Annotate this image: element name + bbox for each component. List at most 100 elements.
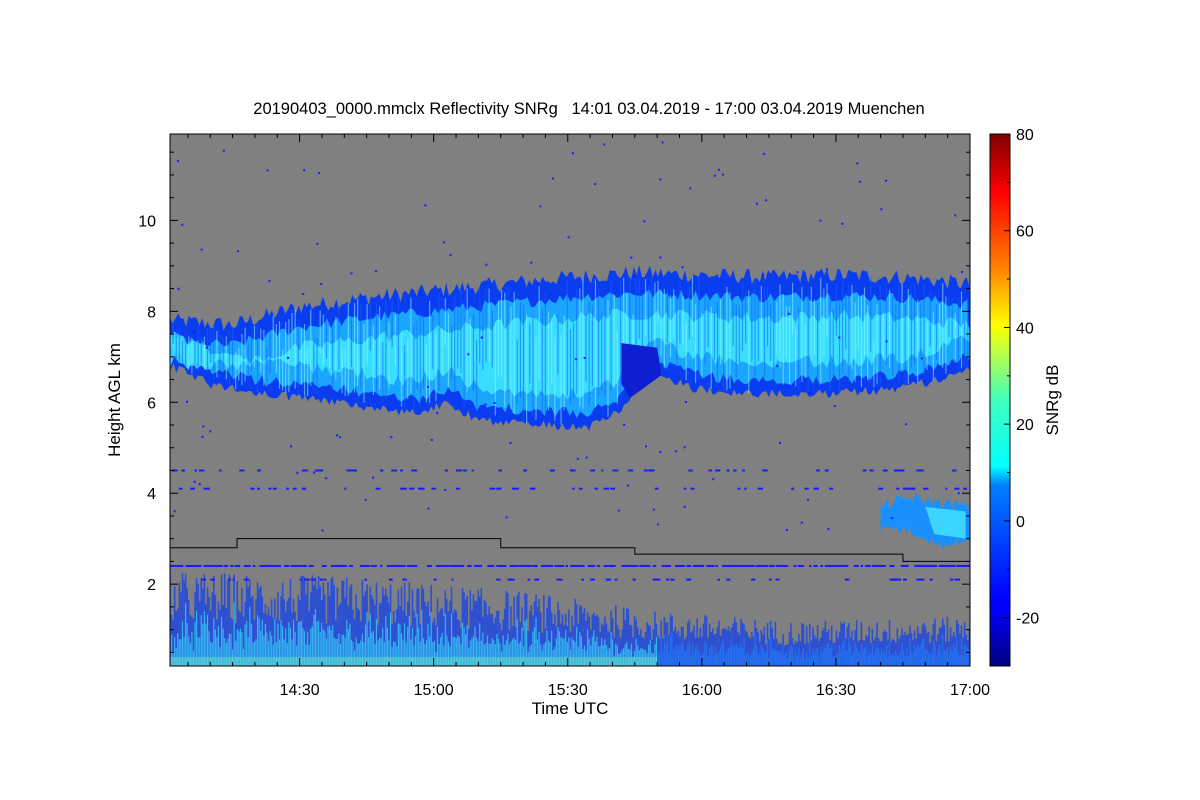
noise-speckle — [315, 469, 319, 472]
noise-speckle — [650, 469, 655, 472]
noise-pixel — [181, 223, 184, 226]
lower-cloud-core — [925, 506, 966, 539]
x-tick-label: 17:00 — [950, 682, 990, 699]
noise-speckle — [207, 487, 211, 490]
noise-speckle — [225, 564, 229, 567]
noise-pixel — [683, 446, 686, 449]
noise-speckle — [820, 564, 823, 567]
noise-pixel — [603, 143, 606, 146]
noise-speckle — [797, 564, 802, 567]
noise-pixel — [890, 517, 893, 520]
noise-speckle — [715, 564, 718, 567]
noise-speckle — [764, 564, 769, 567]
noise-speckle — [764, 469, 768, 472]
noise-speckle — [652, 578, 656, 581]
noise-speckle — [632, 578, 636, 581]
noise-speckle — [896, 487, 900, 490]
noise-speckle — [683, 487, 687, 490]
noise-speckle — [397, 564, 401, 567]
noise-speckle — [299, 578, 302, 581]
ground-clutter — [170, 656, 658, 666]
noise-speckle — [824, 564, 831, 567]
noise-speckle — [257, 469, 261, 472]
noise-speckle — [304, 564, 307, 567]
noise-pixel — [390, 436, 393, 439]
noise-speckle — [775, 578, 780, 581]
noise-speckle — [210, 564, 215, 567]
colorbar-axis: -20 0 20 40 60 80 — [1004, 127, 1039, 667]
noise-speckle — [498, 564, 502, 567]
noise-speckle — [391, 564, 394, 567]
noise-speckle — [666, 578, 670, 581]
noise-speckle — [578, 564, 585, 567]
noise-speckle — [435, 564, 441, 567]
noise-speckle — [777, 564, 781, 567]
noise-pixel — [652, 508, 655, 511]
noise-speckle — [739, 564, 745, 567]
noise-speckle — [321, 564, 327, 567]
noise-speckle — [724, 564, 729, 567]
noise-pixel — [290, 445, 293, 448]
noise-speckle — [614, 578, 618, 581]
noise-speckle — [257, 487, 260, 490]
noise-pixel — [717, 168, 720, 171]
noise-speckle — [594, 487, 598, 490]
noise-speckle — [784, 564, 788, 567]
noise-pixel — [765, 199, 768, 202]
noise-speckle — [471, 469, 474, 472]
noise-speckle — [945, 564, 950, 567]
noise-speckle — [275, 564, 278, 567]
noise-speckle — [751, 578, 756, 581]
noise-speckle — [453, 564, 458, 567]
noise-speckle — [963, 564, 968, 567]
noise-pixel — [683, 505, 686, 508]
noise-speckle — [353, 469, 358, 472]
noise-speckle — [409, 487, 415, 490]
noise-speckle — [652, 564, 657, 567]
noise-speckle — [402, 487, 407, 490]
noise-speckle — [871, 564, 876, 567]
noise-speckle — [489, 487, 496, 490]
noise-speckle — [690, 487, 695, 490]
x-tick-label: 16:30 — [816, 682, 856, 699]
colorbar-tick-label: -20 — [1016, 611, 1039, 628]
noise-speckle — [176, 564, 181, 567]
noise-pixel — [640, 381, 643, 384]
noise-speckle — [762, 564, 765, 567]
noise-speckle — [333, 564, 336, 567]
y-axis-title: Height AGL km — [105, 343, 124, 457]
noise-speckle — [708, 469, 713, 472]
noise-pixel — [427, 507, 430, 510]
noise-speckle — [172, 469, 178, 472]
noise-speckle — [757, 487, 764, 490]
noise-speckle — [250, 487, 255, 490]
noise-speckle — [523, 469, 528, 472]
noise-speckle — [809, 564, 812, 567]
noise-speckle — [373, 564, 377, 567]
noise-speckle — [201, 578, 205, 581]
noise-speckle — [304, 469, 308, 472]
noise-speckle — [835, 564, 839, 567]
noise-speckle — [867, 564, 870, 567]
noise-speckle — [444, 469, 448, 472]
noise-pixel — [176, 159, 179, 162]
noise-pixel — [574, 358, 577, 361]
noise-speckle — [319, 578, 324, 581]
noise-speckle — [266, 564, 271, 567]
colorbar — [989, 133, 1011, 667]
noise-speckle — [283, 564, 290, 567]
noise-speckle — [829, 564, 834, 567]
noise-speckle — [717, 578, 720, 581]
noise-speckle — [402, 564, 406, 567]
noise-pixel — [193, 330, 196, 333]
noise-pixel — [661, 141, 664, 144]
colorbar-tick-label: 40 — [1016, 320, 1034, 337]
noise-pixel — [954, 214, 957, 217]
noise-speckle — [411, 469, 418, 472]
noise-speckle — [829, 487, 834, 490]
noise-speckle — [230, 564, 234, 567]
noise-speckle — [529, 487, 534, 490]
noise-speckle — [905, 564, 909, 567]
noise-pixel — [484, 403, 487, 406]
